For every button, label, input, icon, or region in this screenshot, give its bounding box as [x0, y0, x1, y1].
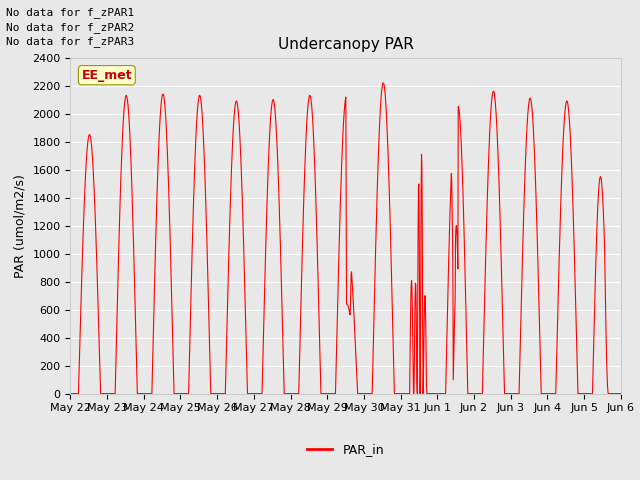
Text: No data for f_zPAR2: No data for f_zPAR2: [6, 22, 134, 33]
Text: EE_met: EE_met: [81, 69, 132, 82]
Y-axis label: PAR (umol/m2/s): PAR (umol/m2/s): [14, 174, 27, 277]
Text: No data for f_zPAR1: No data for f_zPAR1: [6, 7, 134, 18]
Text: No data for f_zPAR3: No data for f_zPAR3: [6, 36, 134, 47]
Title: Undercanopy PAR: Undercanopy PAR: [278, 37, 413, 52]
Legend: PAR_in: PAR_in: [302, 438, 389, 461]
